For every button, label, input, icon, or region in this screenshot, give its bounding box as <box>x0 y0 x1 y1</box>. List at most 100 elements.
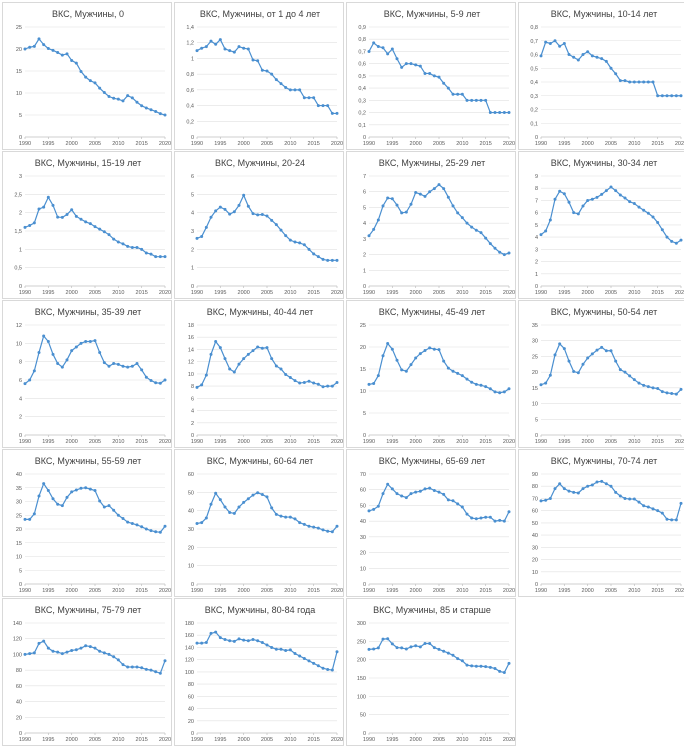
data-point <box>456 92 460 96</box>
data-point <box>316 382 320 386</box>
series-line <box>540 186 682 244</box>
data-point <box>288 238 292 242</box>
data-point <box>242 500 246 504</box>
data-point <box>302 522 306 526</box>
chart-title: ВКС, Мужчины, 35-39 лет <box>35 307 142 317</box>
data-point <box>414 63 418 67</box>
data-point <box>232 639 236 643</box>
chart-panel: ВКС, Мужчины, 0 0 5 10 15 20 25 1990 1995 2000 200… <box>2 2 172 150</box>
data-point <box>493 666 497 670</box>
x-tick-label: 1990 <box>19 588 31 594</box>
data-point <box>93 646 97 650</box>
data-point <box>404 369 408 373</box>
data-point <box>414 490 418 494</box>
data-point <box>163 378 167 382</box>
x-tick-label: 1990 <box>363 141 375 147</box>
data-point <box>140 247 144 251</box>
data-point <box>432 489 436 492</box>
y-tick-label: 20 <box>16 527 22 533</box>
data-point <box>116 97 120 101</box>
x-tick-label: 2015 <box>480 588 492 594</box>
y-tick-label: 70 <box>532 496 538 502</box>
x-tick-label: 2010 <box>112 141 124 147</box>
x-tick-label: 2000 <box>66 290 78 296</box>
data-point <box>74 648 78 652</box>
x-tick-label: 2015 <box>136 737 148 743</box>
data-point <box>618 193 622 197</box>
data-point <box>386 637 390 641</box>
data-point <box>553 353 557 357</box>
y-tick-label: 2 <box>191 247 194 253</box>
data-point <box>65 52 69 56</box>
data-point <box>395 646 399 650</box>
y-tick-label: 0,2 <box>530 108 538 114</box>
data-point <box>293 88 297 92</box>
chart-panel: ВКС, Мужчины, 80-84 года 0 20 40 60 80 100 120 1… <box>174 598 344 746</box>
data-point <box>637 500 641 504</box>
x-tick-label: 1995 <box>558 141 570 147</box>
data-point <box>460 92 464 96</box>
y-tick-label: 15 <box>532 386 538 392</box>
data-point <box>307 96 311 100</box>
data-point <box>409 202 413 206</box>
data-point <box>409 363 413 367</box>
data-point <box>414 644 418 648</box>
y-tick-label: 0,9 <box>358 25 366 31</box>
data-point <box>432 187 436 191</box>
chart-panel: ВКС, Мужчины, 30-34 лет 0 1 2 3 4 5 6 7 8 9 1990 199… <box>518 151 684 299</box>
data-point <box>37 641 41 645</box>
data-point <box>107 364 111 368</box>
data-point <box>553 487 557 491</box>
data-point <box>567 200 571 204</box>
series-line <box>196 38 337 115</box>
x-tick-label: 1990 <box>363 439 375 445</box>
line-chart: ВКС, Мужчины, 85 и старше 0 50 100 150 200 250… <box>357 605 515 743</box>
x-tick-label: 2010 <box>284 141 296 147</box>
y-tick-label: 0,5 <box>358 74 366 80</box>
x-tick-label: 2015 <box>480 290 492 296</box>
data-point <box>632 80 636 84</box>
y-tick-label: 60 <box>188 472 194 478</box>
data-point <box>23 652 27 656</box>
data-point <box>204 516 208 520</box>
data-point <box>51 352 55 356</box>
y-tick-label: 100 <box>185 670 194 676</box>
data-point <box>604 482 608 486</box>
data-point <box>637 80 641 84</box>
x-tick-label: 2000 <box>66 588 78 594</box>
x-tick-label: 2010 <box>284 290 296 296</box>
data-point <box>376 374 380 378</box>
data-point <box>651 507 655 511</box>
data-point <box>460 374 464 378</box>
data-point <box>418 192 422 196</box>
data-point <box>437 75 441 79</box>
data-point <box>84 486 88 490</box>
data-point <box>423 71 427 75</box>
y-tick-label: 30 <box>532 545 538 551</box>
data-point <box>674 241 678 245</box>
data-point <box>149 252 153 256</box>
data-point <box>42 205 46 209</box>
data-point <box>390 642 394 646</box>
data-point <box>442 81 446 85</box>
data-point <box>84 220 88 224</box>
data-point <box>484 236 488 240</box>
x-tick-label: 2020 <box>159 588 171 594</box>
data-point <box>130 364 134 368</box>
data-point <box>312 252 316 256</box>
data-point <box>284 515 288 519</box>
x-tick-label: 2010 <box>456 588 468 594</box>
data-point <box>600 479 604 483</box>
data-point <box>46 340 50 343</box>
data-point <box>270 72 274 76</box>
data-point <box>544 498 548 502</box>
data-point <box>284 234 288 238</box>
data-point <box>488 387 492 391</box>
data-point <box>163 113 167 117</box>
data-point <box>288 88 292 92</box>
data-point <box>507 510 511 514</box>
line-chart: ВКС, Мужчины, 30-34 лет 0 1 2 3 4 5 6 7 8 9 1990 199… <box>535 158 684 296</box>
x-tick-label: 2005 <box>89 141 101 147</box>
data-point <box>507 661 511 665</box>
data-point <box>437 647 441 651</box>
